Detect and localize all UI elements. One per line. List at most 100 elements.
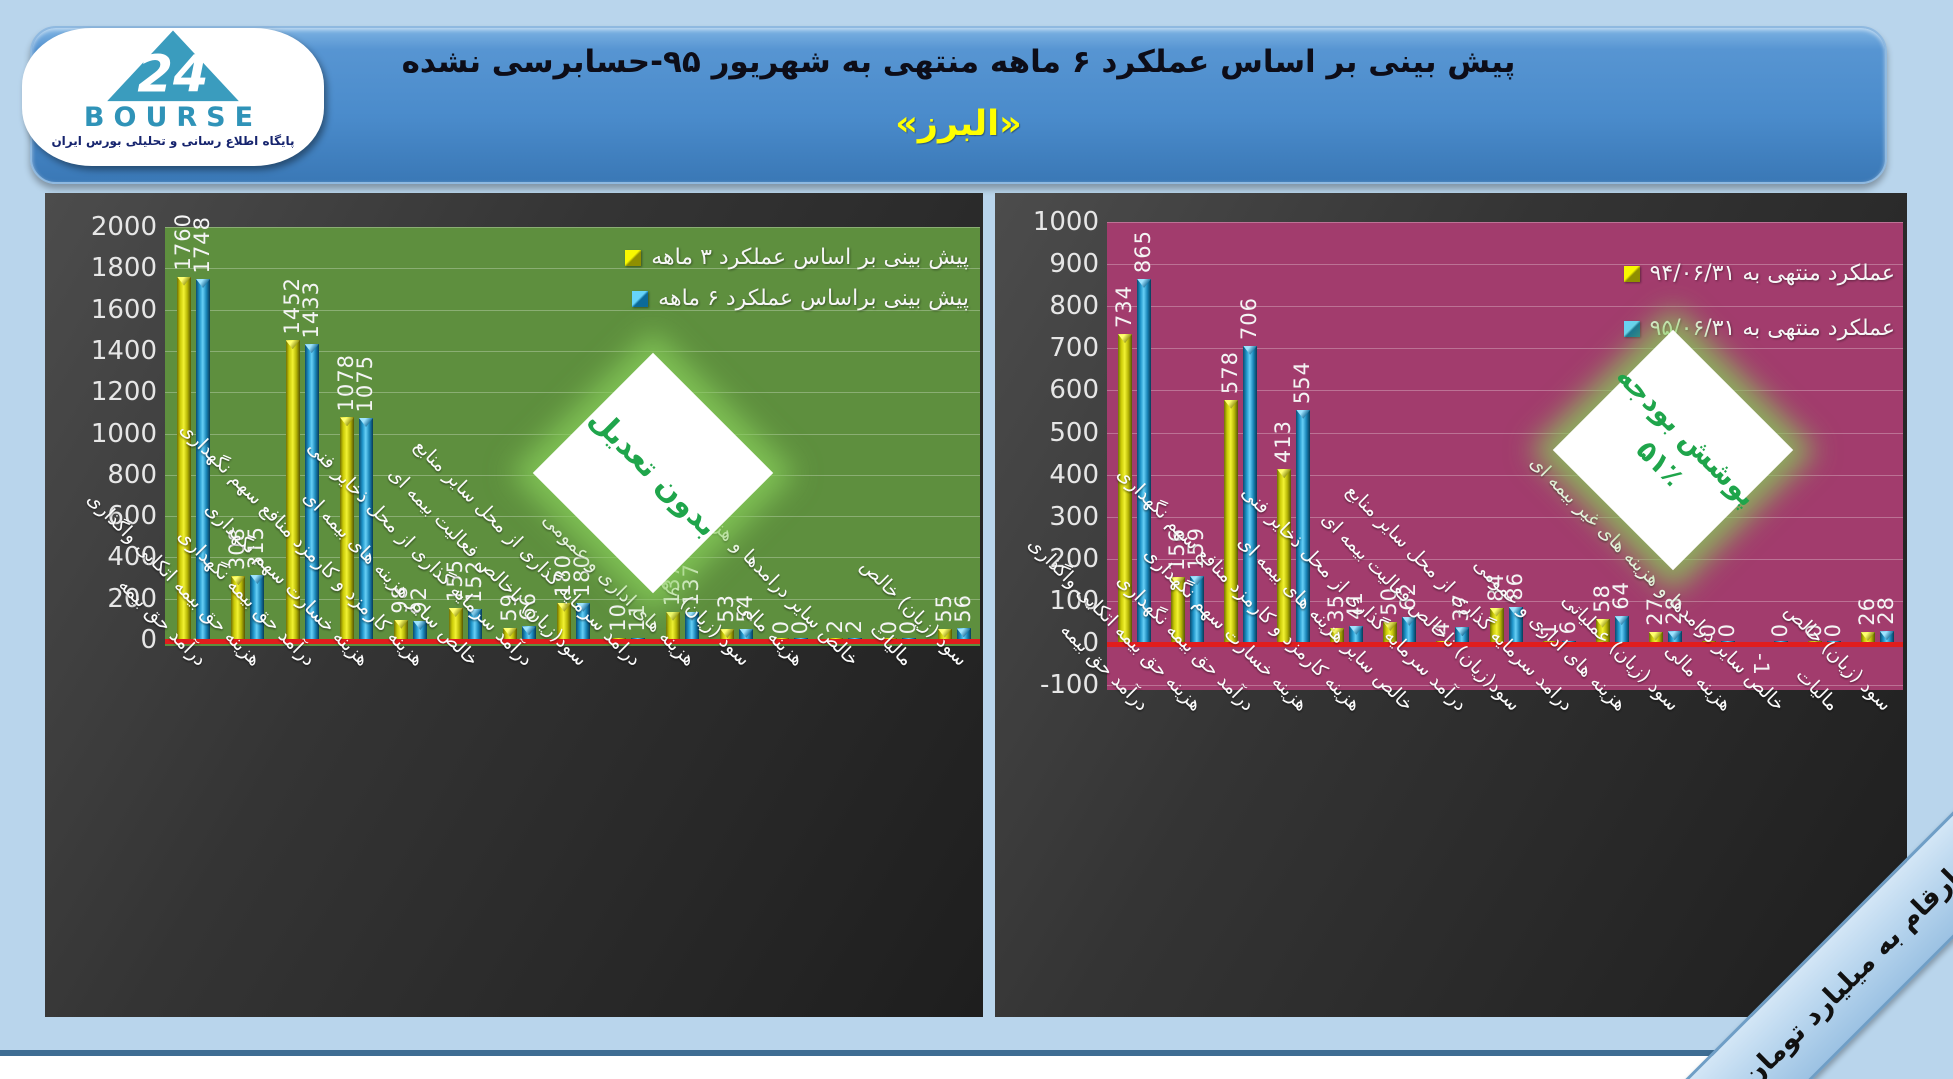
bar-cap: [1860, 632, 1875, 642]
y-axis-tick-label: 600: [1049, 375, 1099, 406]
legend: عملکرد منتهی به ۹۴/۰۶/۳۱ عملکرد منتهی به …: [1623, 261, 1895, 341]
legend-marker-yellow-icon: [625, 249, 642, 266]
gridline: [1107, 474, 1903, 476]
bar-cap: [1296, 409, 1311, 419]
bar-cap: [1171, 577, 1186, 587]
gridline: [1107, 558, 1903, 560]
gridline: [1107, 390, 1903, 392]
bar-value-label: 2: [842, 619, 866, 634]
legend: پیش بینی بر اساس عملکرد ۳ ماهه پیش بینی ب…: [625, 245, 969, 311]
bar-cap: [285, 340, 300, 350]
legend-marker-blue-icon: [1623, 320, 1640, 337]
gridline: [1107, 516, 1903, 518]
bar-cap: [666, 611, 680, 621]
bar-value-label: 56: [950, 593, 975, 623]
bar-cap: [359, 418, 373, 427]
gridline: [165, 516, 980, 518]
y-axis-tick-label: 1600: [90, 294, 157, 325]
bar-value-label: 28: [1873, 596, 1898, 626]
bar-series-2: [1773, 640, 1788, 643]
gridline: [1107, 222, 1903, 223]
bar-cap: [1137, 278, 1151, 288]
bar-cap: [304, 344, 319, 354]
bar-series-1: [1489, 607, 1504, 643]
bar-series-2: [196, 279, 210, 640]
y-axis-tick-label: -100: [1039, 670, 1099, 700]
bar-series-2: [1826, 640, 1841, 643]
bar-series-1: [937, 628, 952, 640]
bar-series-2: [848, 637, 862, 640]
bar-cap: [231, 576, 246, 586]
bar-value-label: 0: [1767, 622, 1792, 637]
bar-series-1: [1277, 469, 1292, 643]
gridline: [165, 350, 980, 352]
bar-value-label: 1075: [353, 354, 377, 412]
right-chart-panel: پوشش بودجه ۵۱٪ 1000 900 800 700 600 500 400 300 20…: [995, 193, 1907, 1017]
gridline: [165, 227, 980, 228]
y-axis-tick-label: 1200: [90, 377, 157, 408]
y-axis-tick-label: 400: [1049, 459, 1099, 490]
legend-item: عملکرد منتهی به ۹۴/۰۶/۳۱: [1623, 261, 1895, 286]
bar-cap: [576, 602, 591, 612]
bar-series-2: [522, 626, 536, 640]
y-axis-tick-label: 100: [1049, 585, 1099, 616]
bar-series-1: [1171, 577, 1186, 643]
bar-cap: [467, 608, 482, 618]
bar-series-2: [467, 608, 482, 640]
y-axis-tick-label: 1000: [90, 418, 157, 449]
bar-series-1: [394, 619, 409, 640]
bar-series-2: [1561, 640, 1576, 643]
y-axis-tick-label: 600: [107, 501, 157, 532]
bar-series-1: [666, 611, 680, 640]
bar-value-label: 64: [1608, 581, 1633, 611]
gridline: [1107, 348, 1903, 350]
bar-cap: [340, 417, 354, 427]
bar-cap: [177, 276, 191, 286]
zero-axis-line: [1107, 642, 1903, 647]
bar-series-1: [1118, 334, 1132, 643]
y-axis-tick-label: 200: [107, 583, 157, 614]
watermark-text: بدون تعدیل: [580, 400, 727, 547]
bar-cap: [1667, 631, 1682, 641]
bar-value-label: 1433: [298, 280, 323, 339]
y-axis-tick-label: 2000: [90, 212, 157, 242]
bar-series-2: [304, 344, 319, 640]
gridline: [1107, 432, 1903, 434]
bar-series-2: [576, 602, 591, 640]
bar-series-1: [340, 417, 354, 640]
bar-series-2: [902, 637, 917, 640]
gridline: [1107, 264, 1903, 266]
company-name: «البرز»: [895, 104, 1022, 144]
logo-triangle-icon: 24: [107, 30, 239, 104]
bar-series-2: [630, 637, 645, 640]
bar-cap: [1648, 631, 1663, 641]
plot-area: بدون تعدیل: [165, 227, 980, 646]
bar-series-1: [231, 576, 246, 640]
bottom-strip: [0, 1056, 1953, 1079]
legend-marker-yellow-icon: [1623, 265, 1640, 282]
bar-cap: [394, 619, 409, 629]
bar-series-1: [774, 637, 789, 640]
bar-series-2: [956, 628, 971, 640]
bar-series-1: [503, 627, 517, 640]
bar-series-1: [1436, 640, 1451, 643]
bar-series-1: [883, 637, 898, 640]
bar-cap: [196, 279, 210, 288]
bar-cap: [1243, 345, 1258, 355]
legend-label: عملکرد منتهی به ۹۵/۰۶/۳۱: [1649, 316, 1895, 341]
bar-series-1: [177, 276, 191, 640]
bar-series-2: [685, 611, 699, 640]
gridline: [165, 392, 980, 394]
page-title: پیش بینی بر اساس عملکرد ۶ ماهه منتهی به …: [401, 44, 1516, 80]
y-axis-tick-label: 0: [140, 625, 157, 655]
bar-cap: [1330, 628, 1345, 638]
bar-cap: [720, 629, 735, 639]
gridline: [1107, 685, 1903, 686]
bar-series-1: [1860, 632, 1875, 643]
left-chart-panel: بدون تعدیل 2000 1800 1600 1400 1200 1000 800 600…: [45, 193, 983, 1017]
bar-cap: [739, 628, 754, 638]
gridline: [165, 557, 980, 559]
y-axis-tick-label: 500: [1049, 417, 1099, 448]
bar-series-1: [285, 340, 300, 640]
bar-cap: [1383, 622, 1398, 631]
